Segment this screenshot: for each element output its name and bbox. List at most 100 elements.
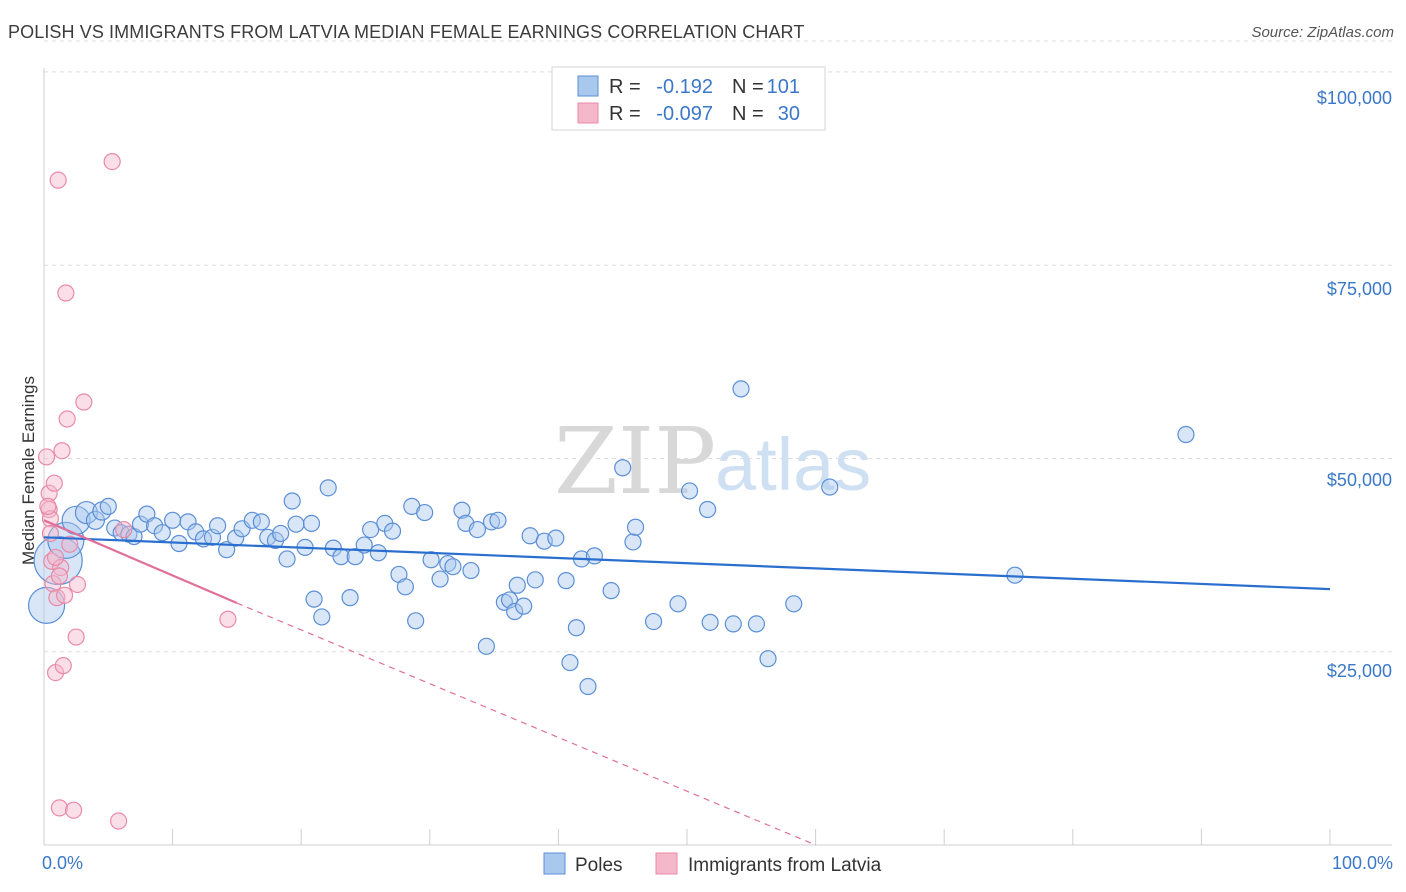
data-point-poles	[453, 501, 471, 519]
data-point-latvia	[39, 497, 57, 515]
x-tick-marks	[43, 829, 1331, 845]
data-point-poles	[313, 608, 331, 626]
data-point-latvia	[57, 284, 75, 302]
data-point-latvia	[115, 520, 133, 539]
data-point-poles	[362, 520, 380, 539]
data-point-poles	[341, 589, 359, 607]
data-point-poles	[209, 517, 227, 535]
y-tick-label: $100,000	[1317, 88, 1392, 108]
data-point-poles	[680, 482, 699, 500]
data-point-poles	[422, 551, 440, 569]
axes	[43, 68, 1392, 846]
data-point-poles	[489, 511, 507, 529]
data-point-poles	[1177, 425, 1195, 444]
y-tick-label: $25,000	[1327, 661, 1392, 681]
legend-r-value: -0.192	[656, 76, 713, 98]
data-point-poles	[547, 529, 565, 547]
watermark-atlas: atlas	[715, 423, 871, 506]
data-point-latvia	[37, 448, 56, 466]
data-point-latvia	[75, 393, 93, 411]
legend-swatch-poles	[543, 852, 566, 875]
y-tick-label: $50,000	[1327, 470, 1392, 490]
data-point-latvia	[50, 567, 69, 585]
data-point-latvia	[103, 153, 121, 171]
legend-swatch-latvia	[655, 852, 678, 875]
data-point-poles	[644, 612, 663, 631]
data-point-poles	[701, 613, 719, 631]
data-point-poles	[416, 503, 434, 522]
legend-n-label: N =	[732, 103, 764, 125]
y-tick-labels: $100,000 $75,000 $50,000 $25,000	[1317, 88, 1392, 681]
legend-r-value: -0.097	[656, 103, 713, 125]
watermark-zip: ZIP	[554, 408, 716, 515]
chart-title: POLISH VS IMMIGRANTS FROM LATVIA MEDIAN …	[8, 22, 805, 42]
data-point-poles	[153, 524, 171, 542]
data-point-poles	[614, 459, 632, 477]
series-legend: Poles Immigrants from Latvia	[543, 852, 882, 876]
data-point-poles	[164, 511, 182, 529]
data-point-poles	[462, 561, 480, 580]
data-point-poles	[506, 602, 524, 621]
data-point-poles	[369, 544, 387, 562]
data-point-latvia	[49, 171, 67, 189]
data-point-poles	[561, 653, 579, 672]
data-point-poles	[302, 514, 321, 533]
data-point-poles	[515, 597, 533, 615]
data-point-poles	[821, 478, 839, 496]
data-point-poles	[444, 558, 462, 576]
data-point-poles	[732, 380, 750, 398]
data-point-latvia	[68, 575, 87, 594]
legend-r-label: R =	[609, 76, 641, 98]
legend-n-value: 30	[778, 103, 800, 125]
data-point-poles	[383, 522, 402, 540]
data-point-latvia	[53, 442, 71, 460]
data-point-poles	[724, 615, 742, 633]
data-point-latvia	[50, 799, 69, 817]
data-point-poles	[602, 582, 620, 600]
data-point-poles	[585, 547, 604, 565]
data-point-latvia	[219, 610, 237, 628]
data-point-poles	[319, 479, 337, 497]
data-point-poles	[626, 518, 645, 536]
data-point-poles	[439, 554, 457, 573]
source-credit: Source: ZipAtlas.com	[1251, 24, 1394, 41]
trend-line-latvia-extension	[236, 602, 816, 846]
watermark: ZIP atlas	[554, 408, 871, 515]
data-point-latvia	[61, 535, 79, 553]
data-point-poles	[131, 515, 150, 533]
data-point-poles	[431, 570, 449, 588]
trend-line-poles	[43, 536, 1331, 591]
data-point-poles	[252, 513, 270, 531]
data-point-poles	[272, 524, 290, 543]
data-point-poles	[579, 677, 597, 696]
data-point-poles	[305, 590, 323, 608]
data-point-poles	[85, 510, 106, 530]
data-point-poles	[283, 492, 301, 510]
data-point-poles	[747, 615, 766, 633]
data-point-poles	[99, 497, 117, 515]
data-point-latvia	[41, 524, 60, 543]
data-point-poles	[287, 515, 305, 533]
data-point-poles	[669, 595, 687, 613]
series-latvia	[37, 153, 237, 830]
data-point-poles	[346, 548, 364, 566]
data-point-latvia	[109, 812, 128, 830]
data-point-latvia	[52, 558, 70, 577]
y-tick-label: $75,000	[1327, 279, 1392, 299]
data-point-poles	[477, 637, 495, 655]
data-point-latvia	[58, 410, 76, 428]
x-tick-label-min: 0.0%	[42, 853, 83, 873]
data-point-latvia	[46, 548, 65, 567]
legend-swatch-poles	[577, 75, 599, 97]
data-point-latvia	[45, 474, 63, 492]
trend-line-latvia	[43, 519, 238, 605]
data-point-poles	[624, 533, 642, 551]
data-point-poles	[27, 586, 66, 624]
data-point-poles	[396, 578, 414, 596]
data-point-latvia	[55, 586, 74, 604]
data-point-poles	[482, 513, 501, 531]
data-point-poles	[567, 619, 586, 637]
y-axis-label: Median Female Earnings	[19, 376, 38, 565]
legend-swatch-latvia	[577, 102, 599, 124]
